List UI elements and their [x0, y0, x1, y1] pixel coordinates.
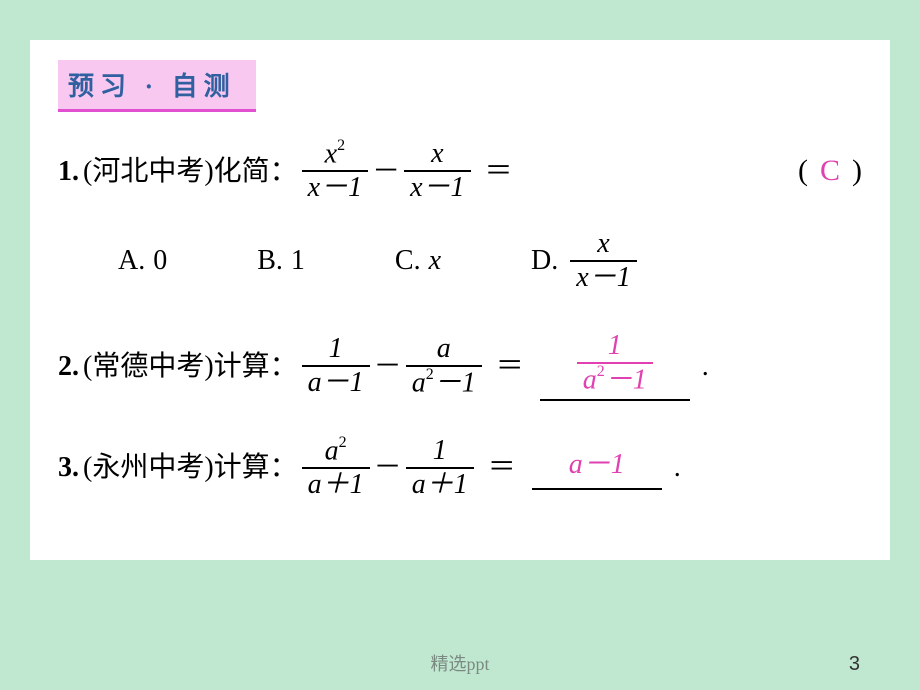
numerator-var: a [325, 435, 339, 466]
superscript: 2 [426, 366, 434, 383]
operator: － [374, 448, 402, 487]
denominator: x－1 [404, 170, 470, 202]
problem-1: 1. (河北中考)化简： x2 x－1 － x x－1 ＝ ( C ) [58, 140, 862, 202]
option-value: x [429, 245, 441, 277]
denominator: a－1 [302, 365, 370, 397]
denominator: x－1 [570, 260, 636, 292]
option-value: 1 [291, 245, 305, 277]
fraction: x x－1 [570, 230, 636, 292]
footer-text: 精选ppt [0, 650, 920, 676]
option-c: C. x [395, 245, 441, 277]
problem-2: 2. (常德中考)计算： 1 a－1 － a a2－1 ＝ 1 a2－1 . [58, 332, 862, 400]
problem-number: 2. [58, 347, 79, 386]
fraction: 1 a＋1 [406, 437, 474, 499]
paren-close: ) [852, 150, 862, 192]
operator: － [374, 347, 402, 386]
problem-source: (河北中考)化简： [83, 152, 298, 191]
option-d: D. x x－1 [531, 230, 641, 292]
content-box: 预习 · 自测 1. (河北中考)化简： x2 x－1 － x x－1 ＝ ( … [30, 40, 890, 560]
fraction: x x－1 [404, 140, 470, 202]
fraction: a a2－1 [406, 335, 482, 397]
equals: ＝ [496, 347, 524, 386]
superscript: 2 [339, 434, 347, 451]
fraction: x2 x－1 [302, 140, 368, 202]
fraction: a2 a＋1 [302, 437, 370, 499]
numerator: a [431, 335, 457, 365]
numerator: 1 [323, 335, 349, 365]
den-var: a [412, 368, 426, 399]
fraction: 1 a－1 [302, 335, 370, 397]
page-number: 3 [849, 653, 860, 676]
numerator: x [591, 230, 615, 260]
numerator: x [425, 140, 449, 170]
period: . [674, 448, 681, 487]
option-b: B. 1 [257, 245, 305, 277]
numerator: 1 [602, 332, 628, 362]
option-a: A. 0 [118, 245, 167, 277]
problem-number: 1. [58, 152, 79, 191]
option-value: 0 [153, 245, 167, 277]
options-row: A. 0 B. 1 C. x D. x x－1 [58, 230, 862, 292]
equals: ＝ [485, 152, 513, 191]
operator: － [372, 152, 400, 191]
answer-blank: 1 a2－1 [540, 332, 690, 400]
answer-text: a－1 [569, 445, 625, 484]
option-label: A. [118, 245, 145, 277]
superscript: 2 [337, 137, 345, 154]
option-label: C. [395, 245, 421, 277]
answer-blank: a－1 [532, 445, 662, 490]
problem-3: 3. (永州中考)计算： a2 a＋1 － 1 a＋1 ＝ a－1 . [58, 437, 862, 499]
denominator: a＋1 [302, 467, 370, 499]
problem-source: (永州中考)计算： [83, 448, 298, 487]
problem-source: (常德中考)计算： [83, 347, 298, 386]
superscript: 2 [597, 363, 605, 380]
option-label: B. [257, 245, 283, 277]
numerator: 1 [427, 437, 453, 467]
answer-fraction: 1 a2－1 [577, 332, 653, 394]
mc-answer: C [820, 150, 840, 192]
paren-open: ( [798, 150, 808, 192]
problem-number: 3. [58, 448, 79, 487]
denominator: x－1 [302, 170, 368, 202]
equals: ＝ [488, 448, 516, 487]
denominator: a＋1 [406, 467, 474, 499]
den-rest: －1 [605, 365, 647, 396]
section-title: 预习 · 自测 [58, 60, 256, 112]
numerator-var: x [325, 138, 337, 169]
option-label: D. [531, 245, 558, 277]
period: . [702, 347, 709, 386]
den-var: a [583, 365, 597, 396]
den-rest: －1 [434, 368, 476, 399]
